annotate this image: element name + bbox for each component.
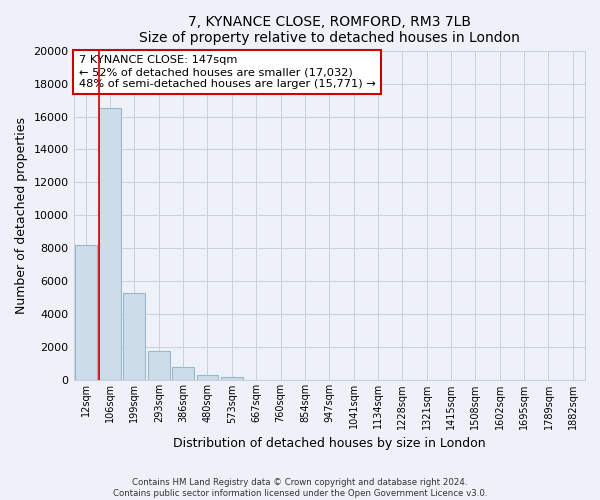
Bar (124, 293, 145, 380)
Bar (172, 367, 194, 380)
Bar (99, 108, 121, 380)
Text: 7 KYNANCE CLOSE: 147sqm
← 52% of detached houses are smaller (17,032)
48% of sem: 7 KYNANCE CLOSE: 147sqm ← 52% of detache… (79, 56, 376, 88)
Bar (197, 376, 218, 380)
Bar (148, 350, 170, 380)
Title: 7, KYNANCE CLOSE, ROMFORD, RM3 7LB
Size of property relative to detached houses : 7, KYNANCE CLOSE, ROMFORD, RM3 7LB Size … (139, 15, 520, 45)
Bar (221, 377, 243, 380)
X-axis label: Distribution of detached houses by size in London: Distribution of detached houses by size … (173, 437, 485, 450)
Text: Contains HM Land Registry data © Crown copyright and database right 2024.
Contai: Contains HM Land Registry data © Crown c… (113, 478, 487, 498)
Y-axis label: Number of detached properties: Number of detached properties (15, 117, 28, 314)
Bar (75, 245, 97, 380)
